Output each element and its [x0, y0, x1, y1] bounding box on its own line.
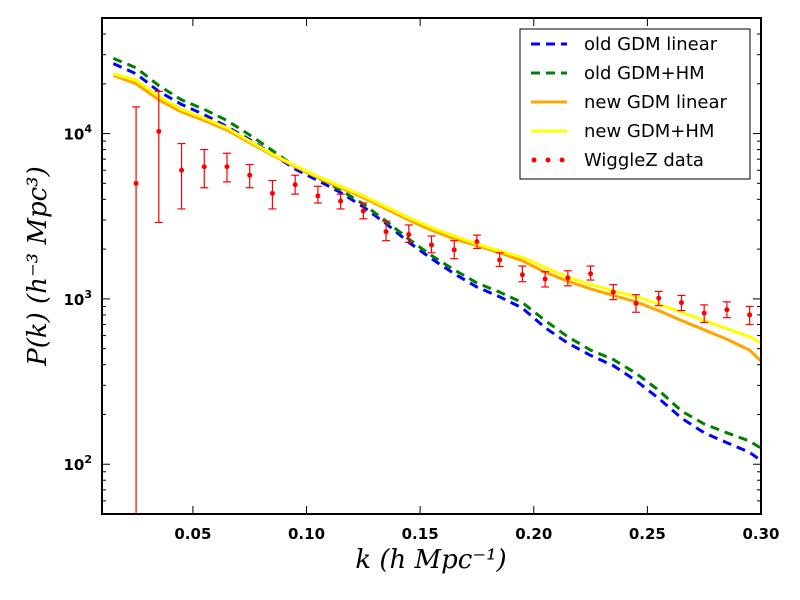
legend-item: new GDM+HM [531, 121, 714, 142]
data-point [427, 235, 436, 254]
data-point [609, 284, 618, 301]
data-point [472, 234, 481, 250]
data-point [359, 202, 368, 220]
data-point [291, 174, 300, 195]
point-marker [429, 242, 434, 248]
series-line-1 [112, 62, 762, 462]
data-point [222, 152, 231, 183]
legend-swatch-dot [559, 157, 565, 163]
point-marker [633, 300, 639, 306]
legend-swatch-dot [531, 157, 537, 163]
legend-swatch-dot [545, 157, 551, 163]
point-marker [678, 300, 684, 306]
point-marker [247, 172, 253, 178]
legend-label: new GDM linear [584, 92, 728, 113]
x-tick-label: 0.10 [288, 525, 325, 543]
x-tick-label: 0.05 [174, 525, 211, 543]
data-point [268, 179, 277, 210]
x-tick-label: 0.25 [629, 525, 666, 543]
plot-marks [112, 57, 763, 514]
legend-label: old GDM linear [584, 34, 718, 55]
data-point [518, 265, 527, 283]
data-point [541, 271, 550, 288]
point-marker [724, 307, 730, 313]
data-point [495, 252, 504, 268]
point-marker [542, 276, 548, 282]
point-marker [269, 190, 275, 196]
legend-item: WiggleZ data [531, 150, 704, 171]
point-marker [565, 275, 571, 281]
data-point [677, 294, 686, 312]
data-point [745, 305, 754, 326]
point-marker [224, 164, 230, 170]
point-marker [338, 198, 344, 204]
point-marker [406, 232, 412, 238]
data-point [654, 290, 663, 307]
axis-ticks: 0.05 0.10 0.15 0.20 0.25 0.30 102 103 104 [63, 17, 780, 543]
y-tick-label: 102 [63, 453, 92, 474]
point-marker [701, 310, 707, 316]
data-point [245, 163, 254, 189]
legend: old GDM linear old GDM+HM new GDM linear ne… [519, 28, 751, 180]
legend-item: new GDM linear [531, 92, 728, 113]
point-marker [497, 257, 503, 263]
x-tick-label: 0.15 [402, 525, 439, 543]
point-marker [201, 164, 207, 170]
data-point [563, 270, 572, 287]
point-marker [610, 289, 616, 295]
legend-label: new GDM+HM [584, 121, 714, 142]
series-line-2 [112, 57, 762, 450]
legend-label: WiggleZ data [584, 150, 704, 171]
point-marker [451, 247, 457, 253]
y-tick-label: 103 [63, 288, 92, 309]
legend-item: old GDM linear [531, 34, 718, 55]
series-line-3 [112, 73, 763, 363]
point-marker [315, 193, 321, 199]
point-marker [588, 271, 594, 277]
data-point [382, 220, 391, 242]
x-tick-label: 0.30 [742, 525, 779, 543]
point-marker [656, 295, 662, 301]
data-point [404, 224, 413, 243]
x-axis-label: k (h Mpc⁻¹) [355, 545, 506, 575]
legend-label: old GDM+HM [584, 63, 705, 84]
point-marker [133, 180, 139, 186]
y-tick-label: 104 [63, 123, 92, 144]
point-marker [360, 208, 366, 214]
point-marker [156, 128, 162, 134]
data-point [336, 193, 345, 210]
point-marker [519, 272, 525, 278]
point-marker [179, 167, 185, 173]
data-point [177, 142, 186, 210]
point-marker [747, 312, 753, 318]
plot-frame [101, 17, 762, 515]
data-point [700, 304, 709, 324]
data-point [450, 240, 459, 260]
data-point [200, 148, 209, 189]
y-axis-label: P(k) (h⁻³ Mpc³) [23, 166, 53, 367]
data-point [132, 106, 141, 514]
point-marker [383, 229, 389, 235]
data-point [632, 294, 641, 313]
x-tick-label: 0.20 [515, 525, 552, 543]
data-point [722, 301, 731, 319]
legend-item: old GDM+HM [531, 63, 705, 84]
point-marker [292, 182, 298, 188]
point-marker [474, 239, 480, 245]
data-point [154, 90, 163, 224]
data-point [313, 185, 322, 204]
data-point [586, 265, 595, 281]
legend-box [519, 28, 751, 180]
